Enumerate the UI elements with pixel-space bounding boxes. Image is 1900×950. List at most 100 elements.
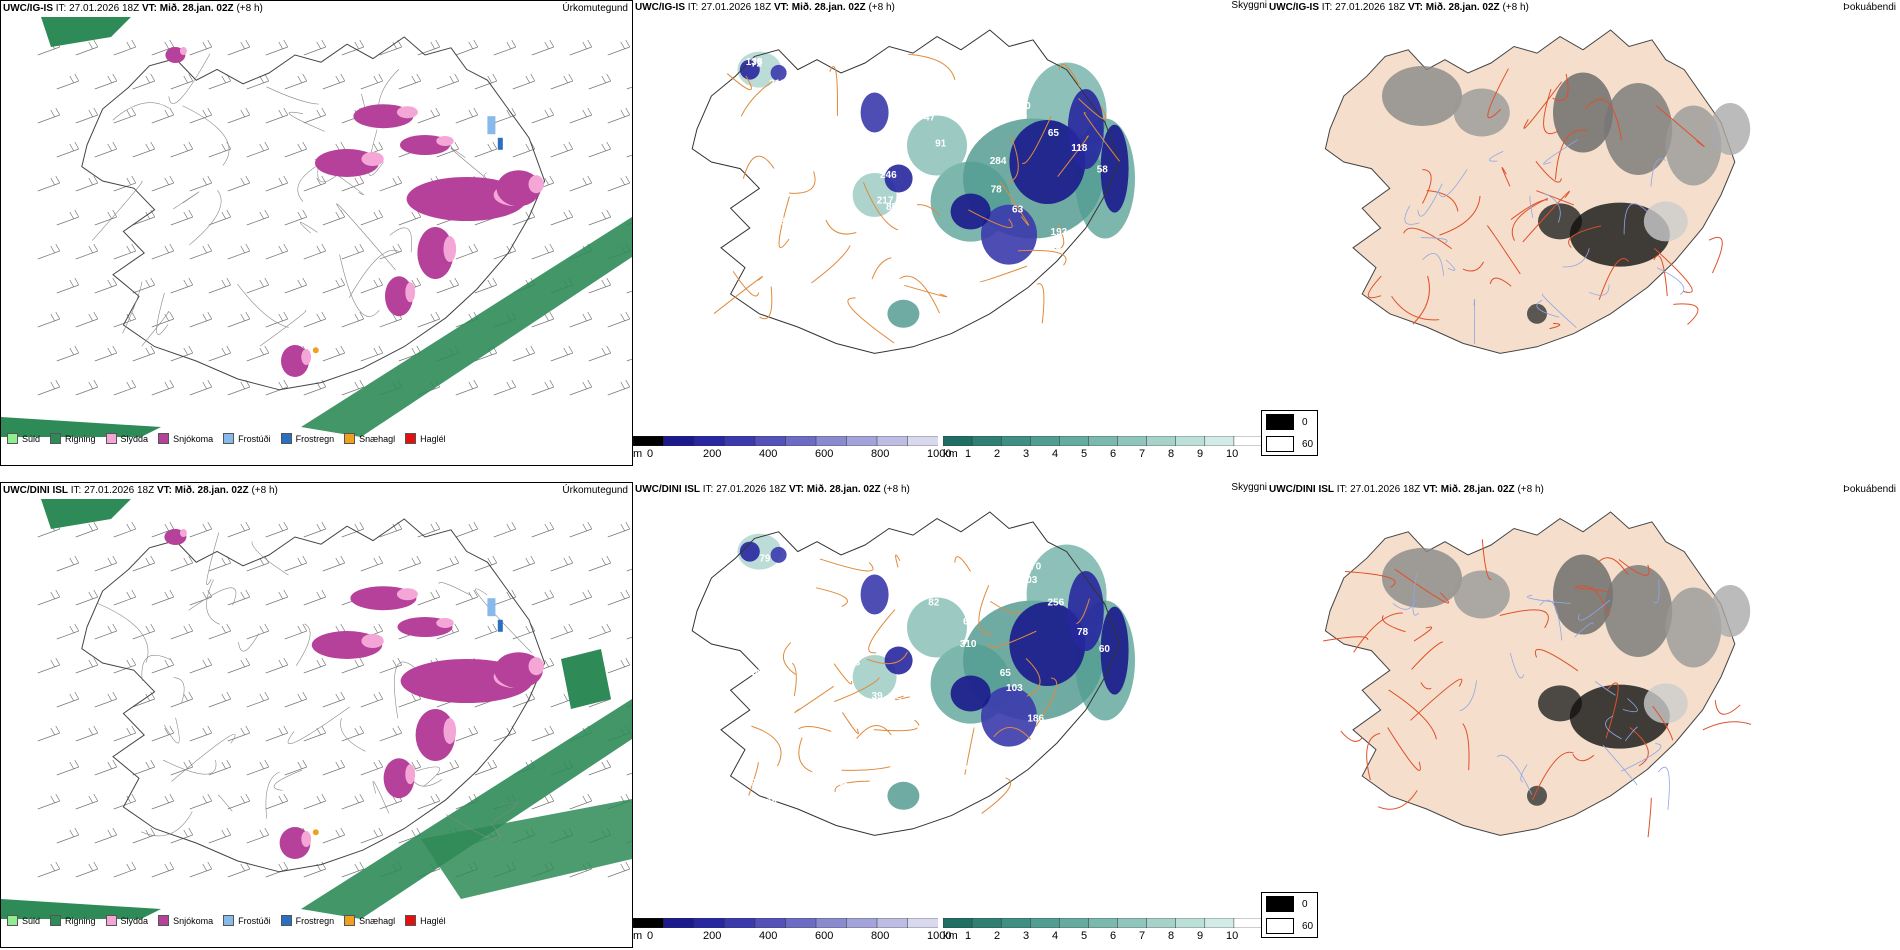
model-name: UWC/IG-IS xyxy=(635,2,685,13)
road-line xyxy=(171,734,236,782)
wind-barb xyxy=(360,759,384,776)
precip-legend-item: Snæhagl xyxy=(344,915,395,926)
cloud-base-colorbar: m 0 200 400 600 800 1000 xyxy=(633,918,951,948)
vt-value: Mið. 28.jan. 02Z xyxy=(159,3,234,14)
cloud-base-value: 93 xyxy=(1077,752,1089,763)
road-line xyxy=(189,189,222,246)
road-line xyxy=(163,717,180,744)
wind-barb xyxy=(436,759,460,776)
wind-barb xyxy=(37,107,61,124)
cloud-map: 138 62 88 87 87 118 300 10 95 284 193 43 163 246 187 12… xyxy=(691,29,1135,354)
wind-barb xyxy=(113,657,137,674)
road-line xyxy=(1574,585,1610,617)
wind-barb xyxy=(474,555,498,572)
wind-barb xyxy=(208,827,232,844)
cloud-base-value: 63 xyxy=(792,557,804,568)
river-line xyxy=(1622,698,1638,713)
wind-barb xyxy=(265,657,289,674)
wind-barb xyxy=(170,759,194,776)
road-line xyxy=(1037,283,1045,324)
cloud-base-value: 193 xyxy=(1051,227,1068,238)
road-line xyxy=(899,275,940,314)
road-line xyxy=(783,642,796,675)
wind-barb xyxy=(531,243,555,260)
wind-barb xyxy=(227,379,251,396)
wind-barb xyxy=(132,277,156,294)
cloud-base-value: 112 xyxy=(954,776,971,787)
cloud-base-value: 300 xyxy=(780,217,797,228)
cloud-base-value: 144 xyxy=(744,669,761,680)
cloud-base-area xyxy=(770,64,787,81)
cloud-base-value: 82 xyxy=(928,598,940,609)
road-line xyxy=(1647,797,1652,838)
wind-barb xyxy=(208,759,232,776)
road-line xyxy=(1653,255,1668,297)
cloud-base-tick: 400 xyxy=(759,448,778,460)
fog-key-row-1: 60 xyxy=(1262,915,1317,937)
wind-barb xyxy=(550,555,574,572)
precip-legend-item: Súld xyxy=(7,915,40,926)
wind-barb xyxy=(569,379,593,396)
cloud-base-area xyxy=(860,574,889,615)
wind-barb xyxy=(94,555,118,572)
wind-barb xyxy=(303,107,327,124)
wind-barb xyxy=(189,793,213,810)
road-line xyxy=(1522,190,1570,243)
river-line xyxy=(1578,599,1611,621)
colorbar-segment xyxy=(1030,918,1061,928)
road-line xyxy=(288,111,325,132)
precip-legend-label: Snjókoma xyxy=(173,433,214,444)
wind-barb xyxy=(227,657,251,674)
wind-barb xyxy=(113,589,137,606)
wind-barb xyxy=(37,379,61,396)
visibility-tick: 2 xyxy=(994,930,1001,942)
precip-legend-item: Haglél xyxy=(405,915,446,926)
wind-barb xyxy=(284,691,308,708)
wind-barb xyxy=(588,73,612,90)
rain-area xyxy=(421,799,632,899)
colorbar-segment xyxy=(724,436,756,446)
fog-area xyxy=(1553,554,1613,635)
visibility-bar-svg xyxy=(943,436,1263,446)
wind-barb xyxy=(208,691,232,708)
wind-barb xyxy=(208,209,232,226)
road-line xyxy=(1411,641,1443,670)
wind-barb xyxy=(75,793,99,810)
colorbar-segment xyxy=(633,436,665,446)
cloud-base-bar-svg xyxy=(633,436,938,446)
wind-barb xyxy=(75,589,99,606)
it-value: 27.01.2026 18Z xyxy=(1350,484,1421,495)
cloud-base-bar-svg xyxy=(633,918,938,928)
precip-legend-item: Rigning xyxy=(50,433,96,444)
wind-barb xyxy=(303,725,327,742)
wind-barb xyxy=(208,345,232,362)
fog-key-label-1: 60 xyxy=(1302,920,1314,932)
wind-barb xyxy=(341,657,365,674)
wind-barb xyxy=(246,345,270,362)
cloud-base-value: 186 xyxy=(1027,714,1044,725)
cloud-base-value: 80 xyxy=(783,695,795,706)
road-line xyxy=(1353,612,1403,653)
wind-barb xyxy=(303,175,327,192)
wind-barb xyxy=(246,277,270,294)
road-line xyxy=(916,204,941,217)
wind-barb xyxy=(56,827,80,844)
model-name: UWC/IG-IS xyxy=(3,3,53,14)
road-line xyxy=(1714,700,1741,715)
wind-barb xyxy=(303,657,327,674)
cloud-base-value: 43 xyxy=(1099,295,1111,306)
wind-barb xyxy=(227,175,251,192)
road-line xyxy=(389,227,412,253)
colorbar-segment xyxy=(1117,436,1148,446)
road-line xyxy=(868,609,896,654)
road-line xyxy=(825,219,857,235)
colorbar-segment xyxy=(785,436,817,446)
river-line xyxy=(1392,598,1417,610)
visibility-tick: 8 xyxy=(1168,930,1175,942)
road-line xyxy=(273,769,302,791)
road-line xyxy=(1410,678,1463,721)
road-line xyxy=(265,771,280,819)
cloud-base-value: 97 xyxy=(751,778,763,789)
wind-barb xyxy=(436,555,460,572)
road-line xyxy=(1462,261,1485,272)
